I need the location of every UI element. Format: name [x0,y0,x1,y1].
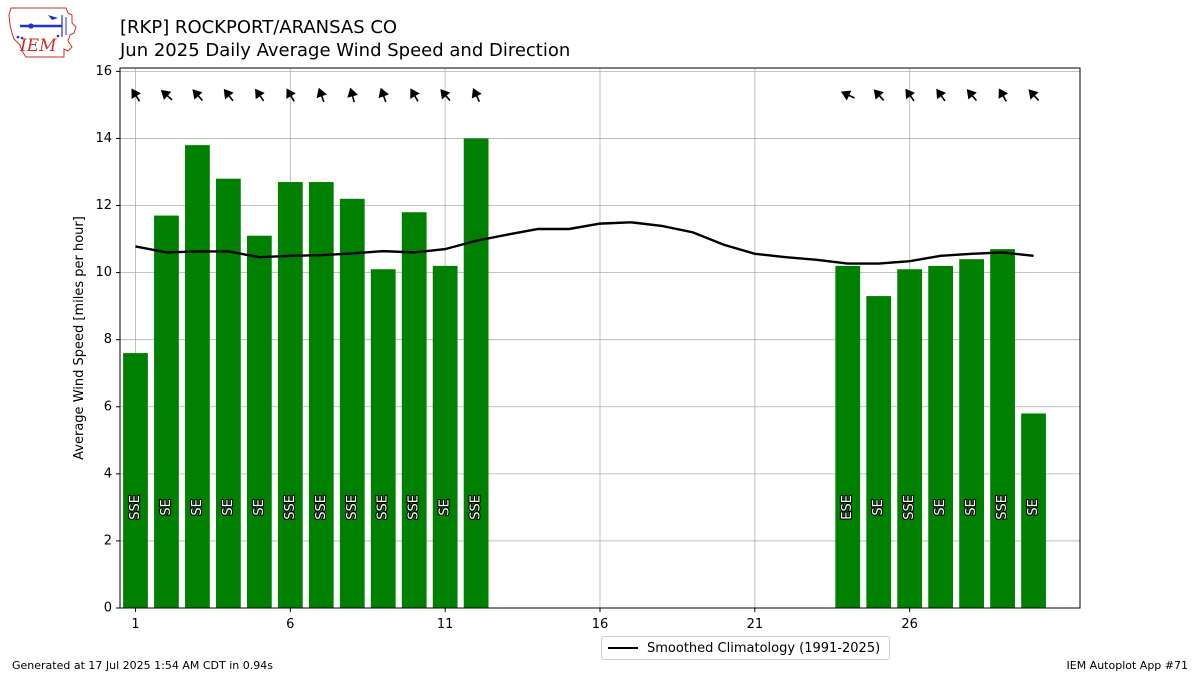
direction-label-day-11: SE [438,499,453,515]
direction-label-day-10: SSE [407,495,422,520]
climatology-line [135,221,1034,265]
wind-arrow-day-4 [223,88,234,102]
x-tick-label: 1 [131,617,139,632]
direction-label-day-26: SSE [902,495,917,520]
bar-day-25 [866,296,892,608]
direction-label-day-4: SE [221,499,236,515]
wind-arrow-day-5 [255,88,265,102]
direction-label-day-3: SE [190,499,205,515]
wind-arrow-day-30 [1028,89,1040,101]
wind-arrow-day-6 [286,88,296,102]
y-tick-label: 14 [95,131,112,146]
chart-title: [RKP] ROCKPORT/ARANSAS CO [120,17,398,38]
direction-label-day-28: SE [964,499,979,515]
direction-label-day-12: SSE [469,495,484,520]
y-tick-label: 12 [95,198,112,213]
y-tick-label: 2 [104,533,112,548]
bar-day-29 [990,249,1015,608]
bar-day-26 [897,269,923,608]
app-label: IEM Autoplot App #71 [1066,659,1189,672]
wind-arrow-day-12 [471,88,482,102]
bar-day-7 [308,182,334,608]
bar-day-8 [339,198,365,609]
wind-arrow-day-25 [873,89,885,101]
direction-label-day-24: ESE [840,495,855,520]
y-tick-label: 10 [95,265,112,280]
generated-timestamp: Generated at 17 Jul 2025 1:54 AM CDT in … [12,659,273,672]
legend: Smoothed Climatology (1991-2025) [601,636,891,660]
direction-arrows-layer [131,87,1040,103]
direction-label-day-6: SSE [283,495,298,520]
wind-arrow-day-3 [192,89,204,101]
direction-label-day-27: SE [933,499,948,515]
x-tick-label: 11 [437,617,454,632]
wind-arrow-day-11 [440,89,451,102]
bars-layer [123,138,1046,609]
legend-line-swatch [608,647,638,649]
wind-arrow-day-1 [131,88,141,102]
direction-label-day-29: SSE [995,495,1010,520]
climatology-layer [135,221,1034,265]
x-tick-label: 21 [747,617,764,632]
chart-subtitle: Jun 2025 Daily Average Wind Speed and Di… [120,40,571,61]
wind-arrow-day-9 [378,87,389,103]
wind-arrow-day-28 [966,89,978,102]
y-tick-label: 0 [104,601,112,616]
wind-arrow-day-10 [410,88,420,102]
wind-arrow-day-29 [998,88,1009,102]
x-tick-label: 16 [592,617,609,632]
wind-arrow-day-26 [905,88,916,102]
bar-day-27 [928,265,954,608]
wind-arrow-day-24 [840,90,855,101]
bar-day-30 [1021,413,1046,608]
x-tick-label: 26 [901,617,918,632]
direction-label-day-7: SSE [314,495,329,520]
wind-arrow-day-2 [160,89,173,101]
direction-label-day-1: SSE [128,495,143,520]
x-tick-label: 6 [286,617,294,632]
direction-label-day-8: SSE [345,495,360,520]
y-axis-label: Average Wind Speed [miles per hour] [72,216,87,460]
direction-label-day-30: SE [1026,499,1041,515]
bar-day-6 [277,182,303,608]
wind-arrow-day-7 [316,87,327,103]
y-tick-label: 8 [104,332,112,347]
y-tick-label: 4 [104,466,112,481]
direction-label-day-25: SE [871,499,886,515]
bar-day-5 [246,235,272,609]
iem-logo: IEM [6,5,80,59]
wind-arrow-day-8 [347,87,358,103]
direction-labels-layer: SSE SE SE SE SE SSE SSE SSE SSE SSE SE SSE ESE SE SSE S… [127,494,1042,521]
bar-day-1 [123,353,148,608]
bar-day-10 [401,212,427,608]
direction-label-day-9: SSE [376,495,391,520]
y-tick-label: 6 [104,399,112,414]
bar-day-3 [185,145,210,608]
direction-label-day-5: SE [252,499,267,515]
bar-day-2 [154,215,179,608]
logo-text: IEM [19,36,57,56]
bar-day-9 [370,269,396,608]
bar-day-28 [959,259,984,608]
direction-label-day-2: SE [159,499,174,515]
y-tick-label: 16 [95,64,112,79]
legend-label: Smoothed Climatology (1991-2025) [647,640,881,656]
wind-arrow-day-27 [936,88,947,102]
bar-day-24 [835,265,861,608]
bar-day-12 [463,138,489,608]
bar-day-4 [216,178,241,608]
bar-day-11 [432,265,458,608]
